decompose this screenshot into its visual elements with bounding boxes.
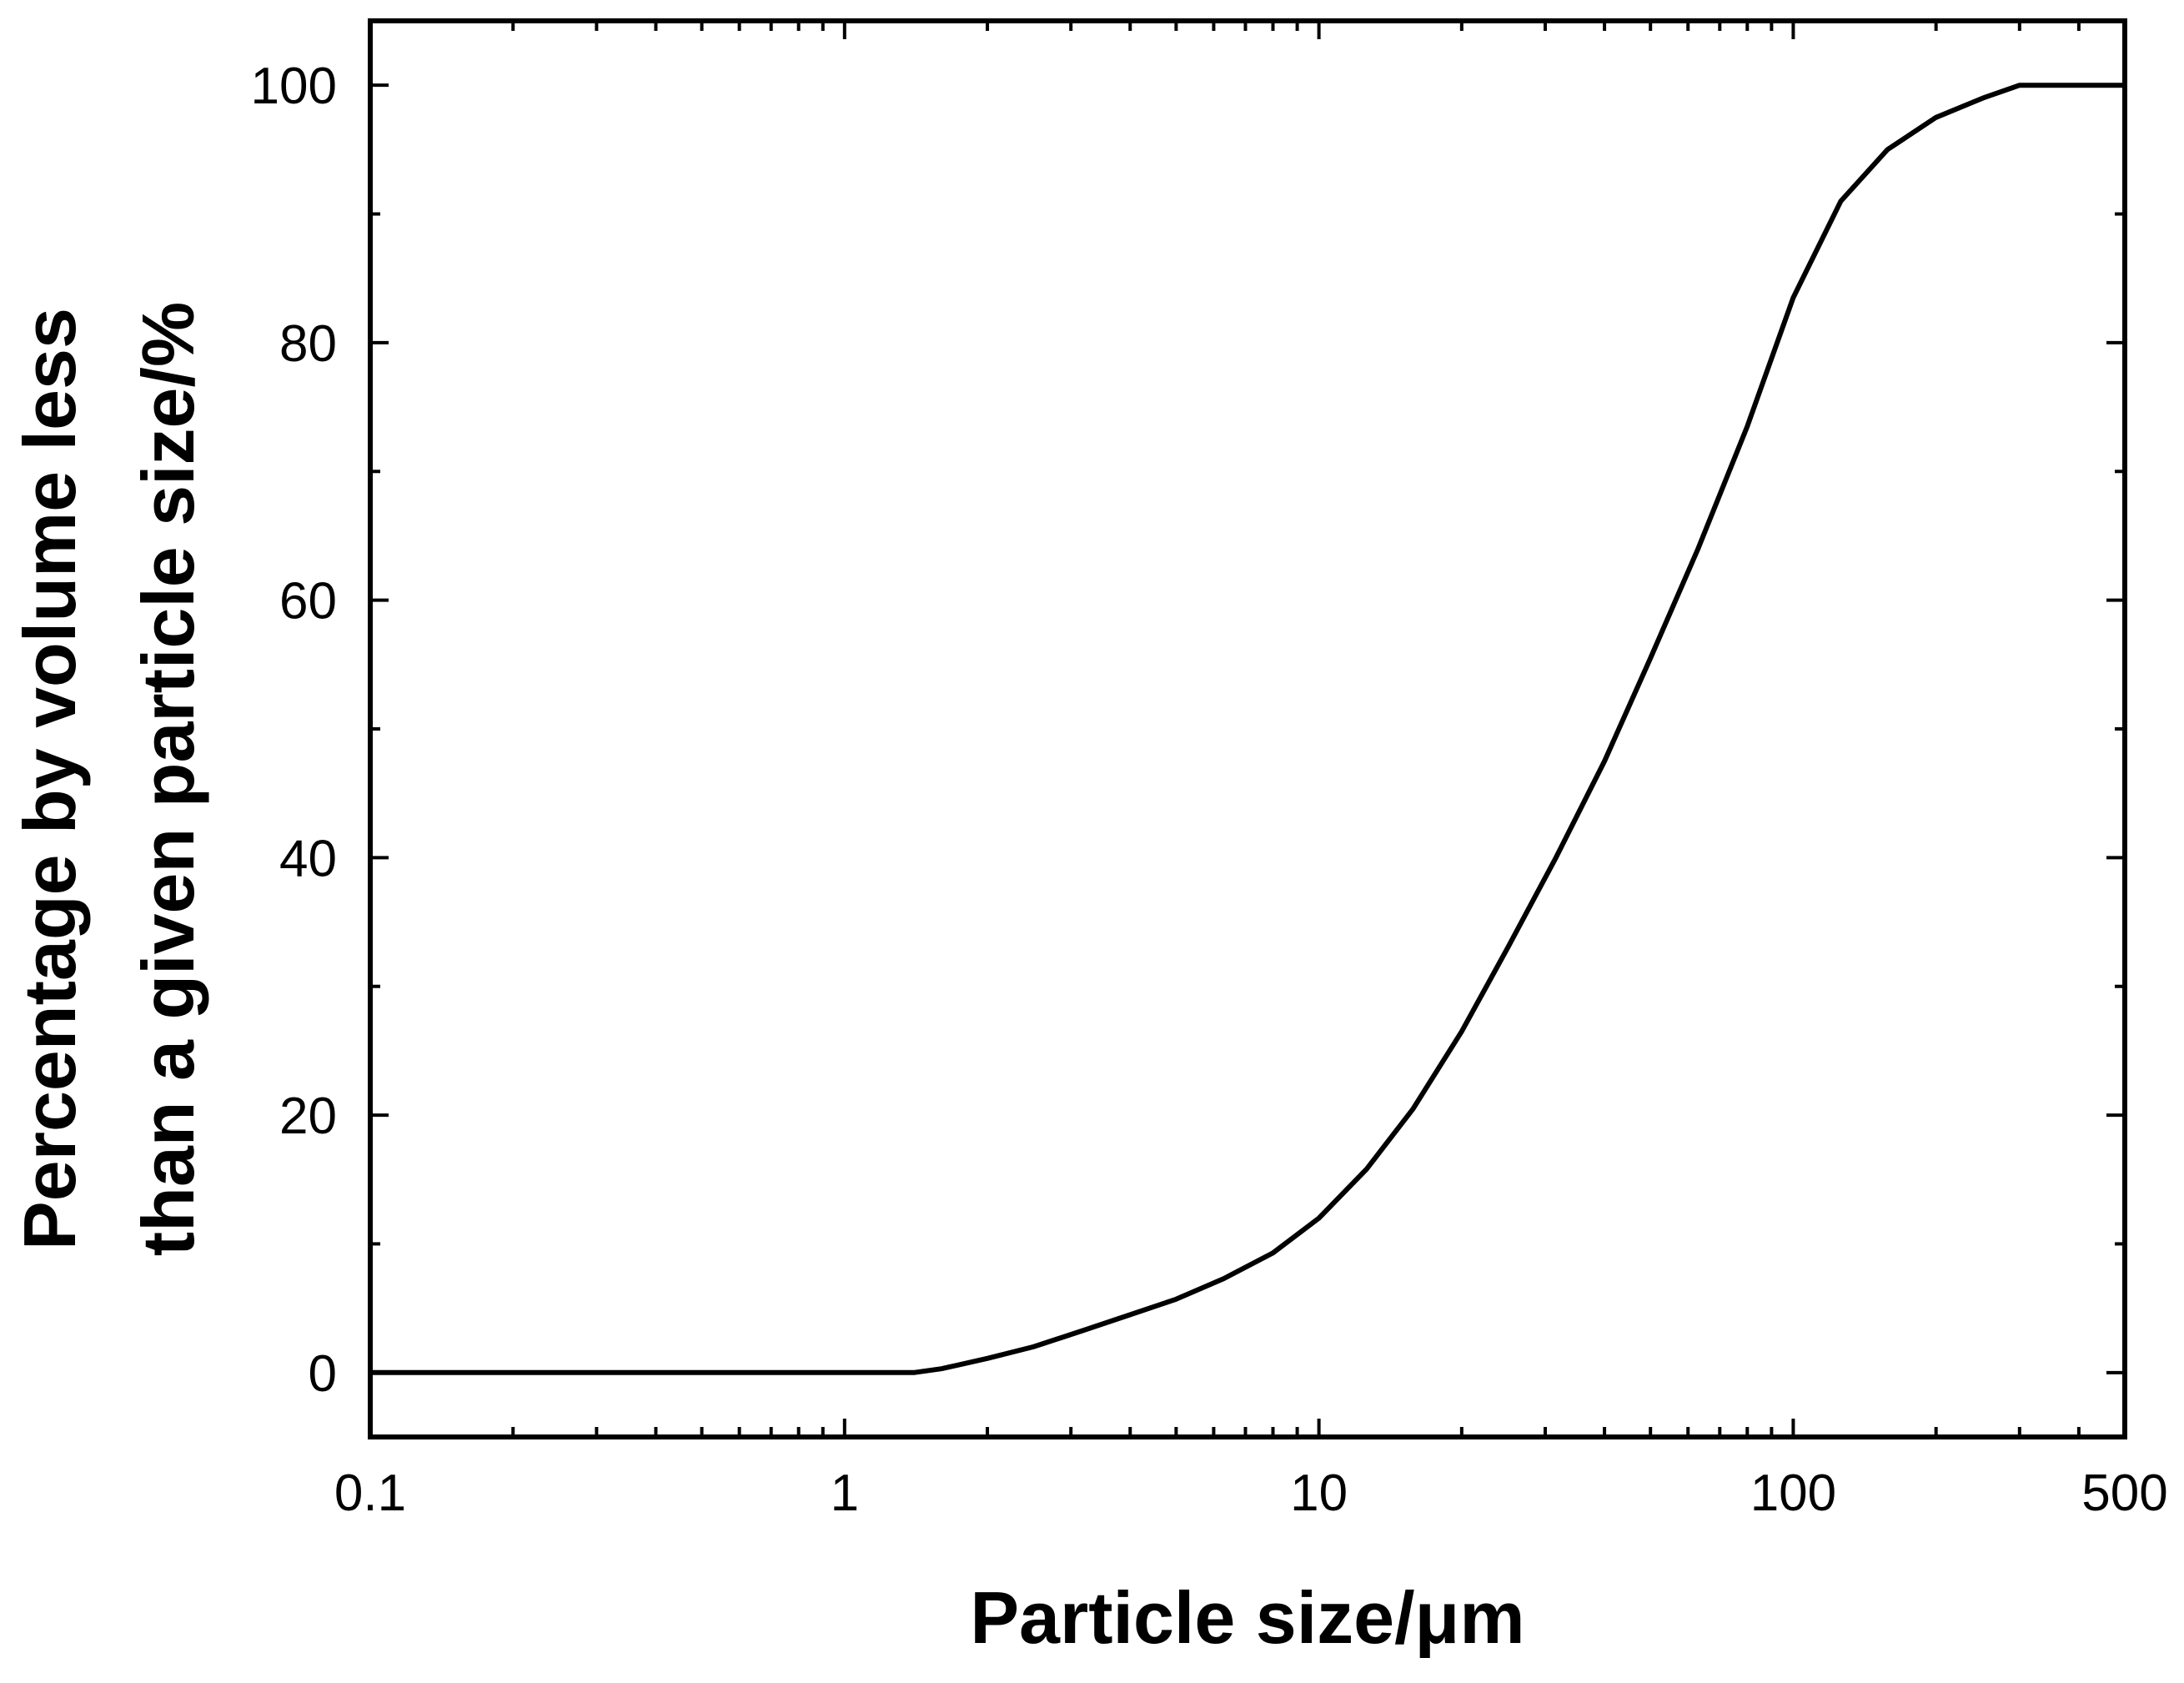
y-tick-label: 80 — [279, 315, 337, 373]
x-axis-ticks: 0.1 1 10 100 500 — [334, 21, 2168, 1522]
y-tick-label: 60 — [279, 573, 337, 630]
x-tick-label: 10 — [1290, 1464, 1348, 1522]
y-tick-label: 40 — [279, 830, 337, 887]
x-axis-title: Particle size/μm — [970, 1576, 1524, 1659]
x-tick-label: 0.1 — [334, 1464, 406, 1522]
x-tick-label: 500 — [2081, 1464, 2167, 1522]
y-axis-title-line-1: Percentage by volume less — [8, 308, 91, 1250]
y-axis-ticks: 0 20 40 60 80 100 — [251, 58, 2125, 1403]
y-tick-label: 100 — [251, 58, 337, 115]
y-tick-label: 0 — [309, 1345, 337, 1403]
x-tick-label: 1 — [831, 1464, 859, 1522]
y-axis-title-line-2: than a given particle size/% — [127, 302, 209, 1256]
plot-frame — [368, 18, 2127, 1439]
y-tick-label: 20 — [279, 1088, 337, 1145]
x-tick-label: 100 — [1750, 1464, 1836, 1522]
cumulative-distribution-line — [370, 83, 2125, 1375]
